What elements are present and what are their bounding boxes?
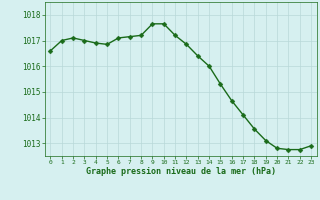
X-axis label: Graphe pression niveau de la mer (hPa): Graphe pression niveau de la mer (hPa) [86, 167, 276, 176]
